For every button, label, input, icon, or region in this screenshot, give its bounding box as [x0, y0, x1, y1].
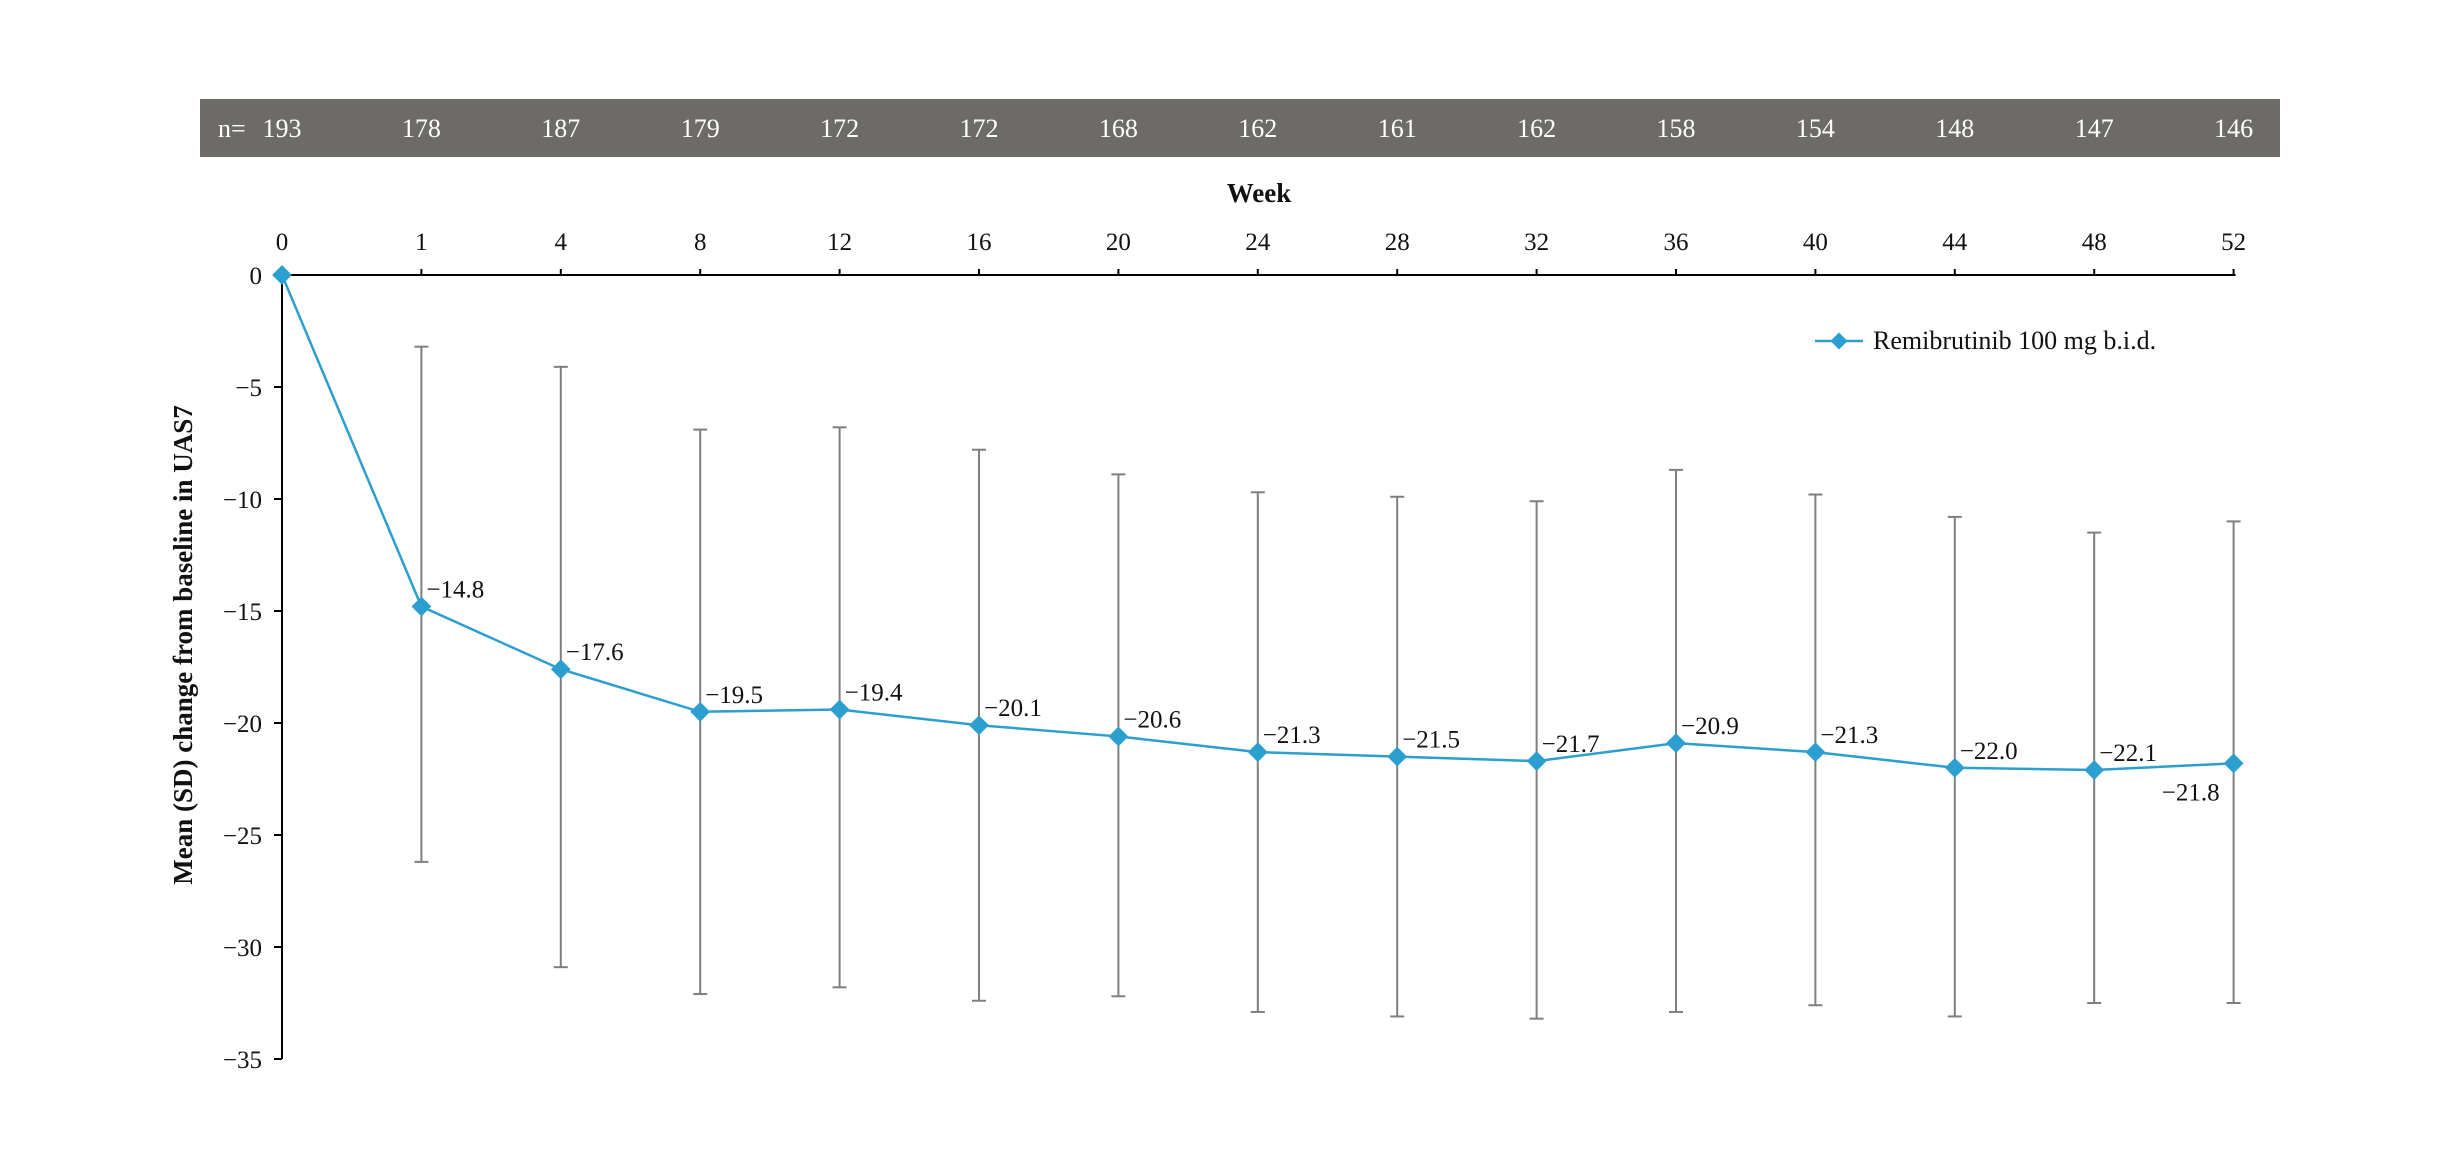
- series-marker: [1666, 733, 1686, 754]
- y-tick-label: −10: [223, 487, 262, 514]
- value-label: −21.7: [1542, 731, 1600, 758]
- y-tick-label: −25: [223, 823, 262, 850]
- y-tick-label: −20: [223, 711, 262, 738]
- n-count: 162: [1238, 114, 1277, 143]
- n-counts: 193 178 187 179 172 172 168 162 161 162 158 154 148 1…: [263, 114, 2254, 143]
- series-marker: [272, 265, 292, 285]
- y-axis-title: Mean (SD) change from baseline in UAS7: [168, 405, 198, 885]
- n-count: 172: [960, 114, 999, 143]
- x-tick-label: 24: [1245, 229, 1271, 256]
- legend: Remibrutinib 100 mg b.i.d.: [1815, 326, 2156, 355]
- x-tick-label: 36: [1664, 229, 1689, 256]
- series-marker: [829, 699, 850, 720]
- n-count: 193: [263, 114, 302, 143]
- value-label: −20.6: [1123, 706, 1181, 733]
- value-label: −20.1: [984, 695, 1042, 722]
- x-tick-label: 0: [276, 229, 289, 256]
- y-tick-label: −35: [223, 1047, 262, 1074]
- x-tick-label: 48: [2082, 229, 2107, 256]
- error-bars: [414, 345, 2241, 1020]
- n-header-band: [200, 99, 2280, 157]
- series-marker: [1247, 742, 1268, 763]
- series-markers: [272, 265, 2244, 780]
- series-marker: [1944, 757, 1965, 778]
- x-tick-label: 44: [1942, 229, 1968, 256]
- x-tick-label: 16: [967, 229, 992, 256]
- y-tick-label: −30: [223, 935, 262, 962]
- n-count: 168: [1099, 114, 1138, 143]
- series-marker: [550, 659, 571, 680]
- series-marker: [1526, 751, 1547, 771]
- n-prefix: n=: [218, 114, 246, 143]
- series-marker: [411, 596, 432, 617]
- n-count: 154: [1796, 114, 1835, 143]
- y-tick-labels: 0 −5 −10 −15 −20 −25 −30 −35: [223, 263, 282, 1074]
- x-tick-labels: 0 1 4 8 12 16 20 24 28 32 36 40 44 48 52: [276, 229, 2246, 275]
- x-tick-label: 32: [1524, 229, 1549, 256]
- x-tick-label: 12: [827, 229, 852, 256]
- n-count: 178: [402, 114, 441, 143]
- series-marker: [2223, 753, 2244, 774]
- n-count: 147: [2075, 114, 2114, 143]
- series-marker: [1108, 726, 1129, 747]
- value-label: −20.9: [1681, 713, 1739, 740]
- value-label: −22.0: [1960, 738, 2018, 765]
- n-count: 158: [1657, 114, 1696, 143]
- series-marker: [969, 715, 989, 736]
- y-tick-label: 0: [250, 263, 263, 290]
- n-count: 146: [2214, 114, 2253, 143]
- value-label: −21.3: [1820, 722, 1878, 749]
- x-tick-label: 8: [694, 229, 707, 256]
- n-count: 172: [820, 114, 859, 143]
- value-label: −21.8: [2162, 779, 2220, 806]
- x-tick-label: 4: [555, 229, 568, 256]
- value-label: −22.1: [2099, 740, 2157, 767]
- x-tick-label: 52: [2221, 229, 2246, 256]
- series-marker: [2084, 760, 2105, 780]
- n-count: 148: [1935, 114, 1974, 143]
- value-label: −17.6: [566, 639, 624, 666]
- x-tick-label: 40: [1803, 229, 1828, 256]
- x-tick-label: 28: [1385, 229, 1410, 256]
- legend-label: Remibrutinib 100 mg b.i.d.: [1873, 326, 2156, 355]
- value-label: −19.5: [705, 682, 763, 709]
- n-count: 187: [541, 114, 580, 143]
- value-label: −14.8: [426, 577, 484, 604]
- n-count: 162: [1517, 114, 1556, 143]
- n-count: 161: [1378, 114, 1417, 143]
- x-tick-label: 1: [415, 229, 428, 256]
- y-tick-label: −5: [235, 375, 262, 402]
- series-marker: [1387, 746, 1408, 767]
- y-tick-label: −15: [223, 599, 262, 626]
- value-label: −19.4: [845, 680, 903, 707]
- value-label: −21.5: [1402, 727, 1460, 754]
- value-label: −21.3: [1263, 722, 1321, 749]
- series-marker: [1805, 742, 1826, 763]
- legend-marker: [1830, 332, 1848, 350]
- n-count: 179: [681, 114, 720, 143]
- value-labels: −14.8 −17.6 −19.5 −19.4 −20.1 −20.6 −21.3 −21.5…: [426, 577, 2219, 807]
- x-axis-title: Week: [1227, 178, 1292, 208]
- series-marker: [690, 701, 711, 722]
- x-tick-label: 20: [1106, 229, 1131, 256]
